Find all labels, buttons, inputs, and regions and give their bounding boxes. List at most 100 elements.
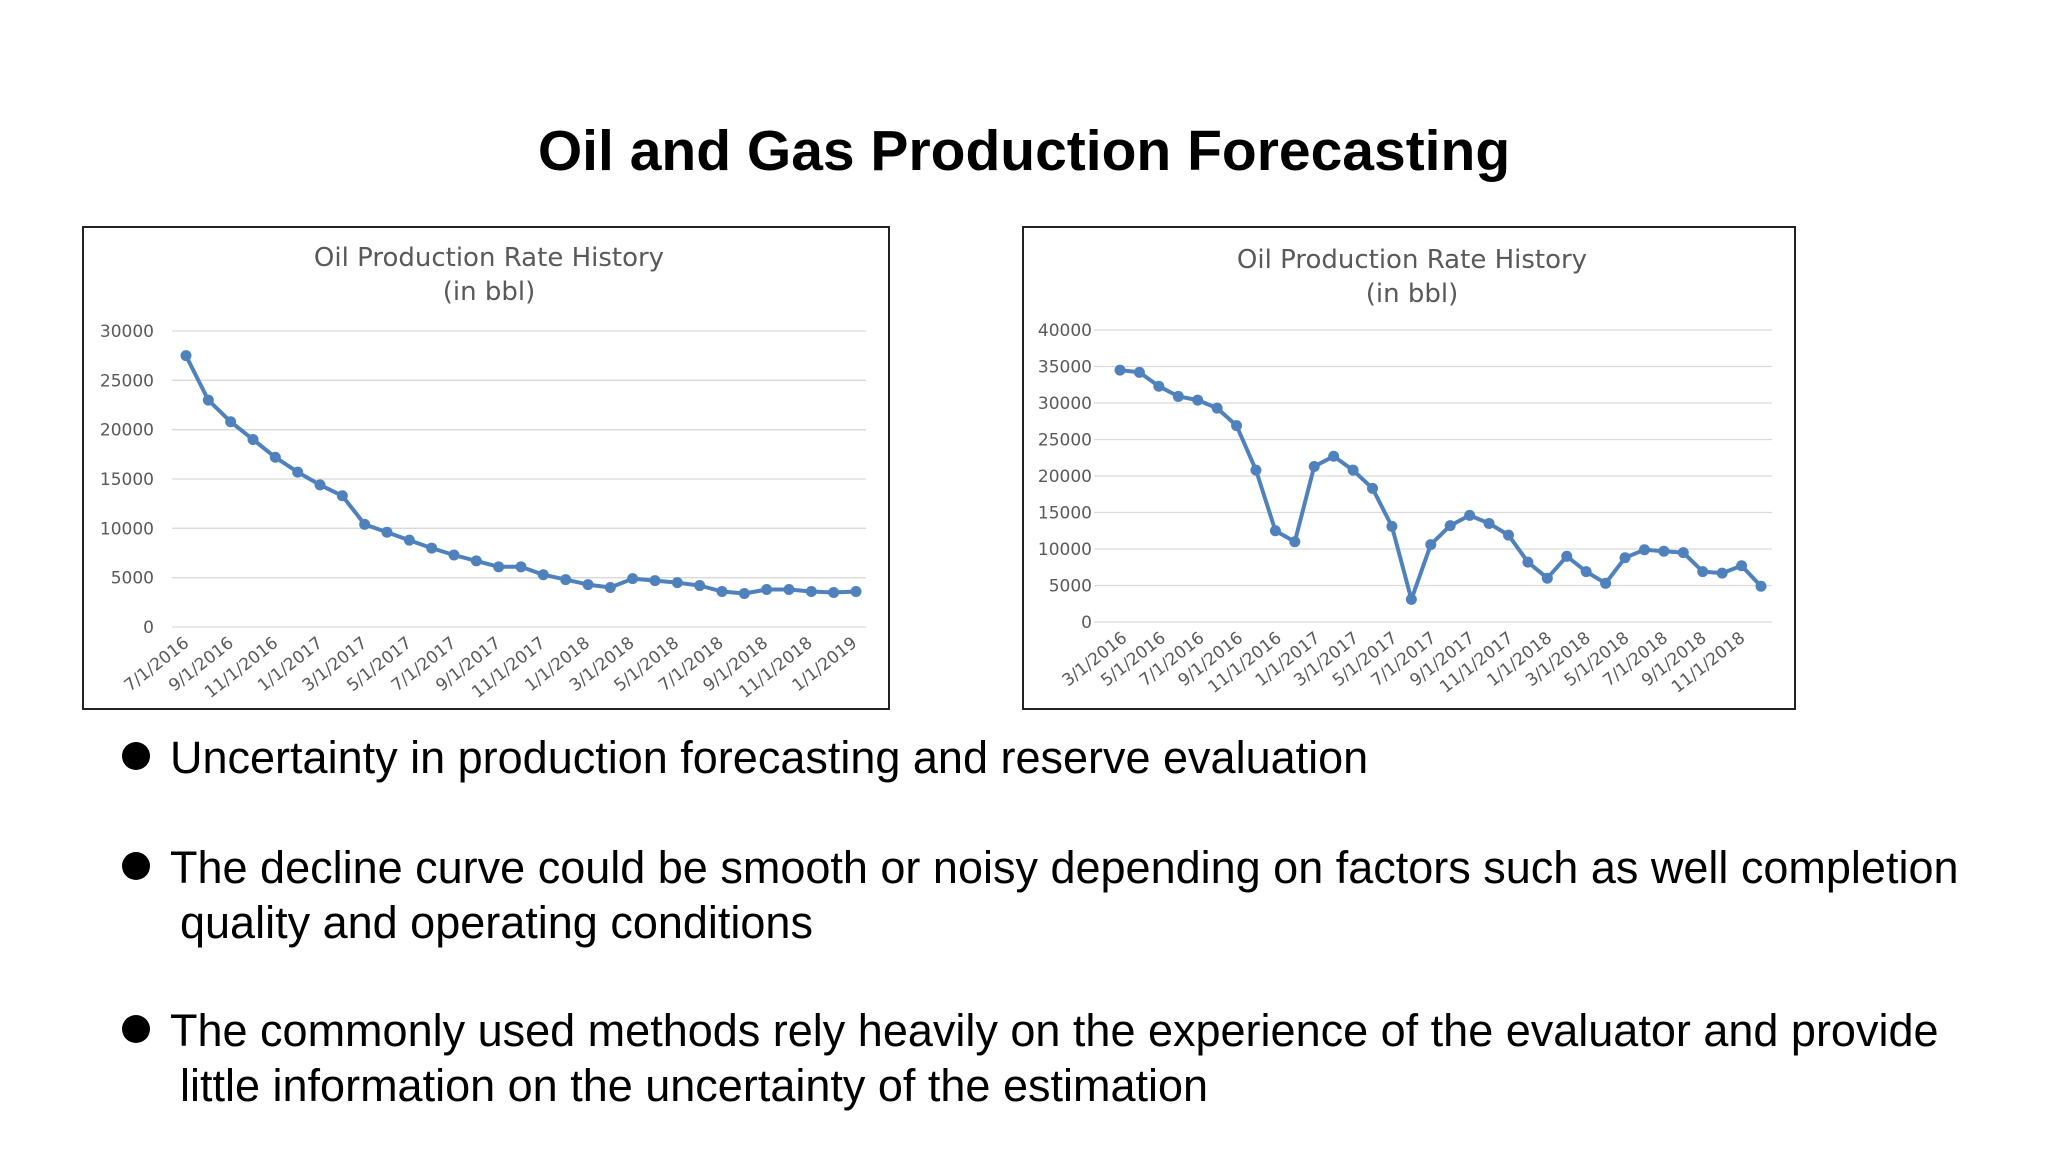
chart-right-data-point xyxy=(1580,566,1592,578)
slide-title: Oil and Gas Production Forecasting xyxy=(537,119,1511,183)
chart-left-svg: Oil Production Rate History (in bbl) 0 5000… xyxy=(100,243,866,703)
chart-right-data-point xyxy=(1522,556,1534,568)
bullet-text: Uncertainty in production forecasting an… xyxy=(118,730,2048,785)
chart-right-data-point xyxy=(1658,545,1670,557)
chart-right-data-point xyxy=(1133,366,1145,378)
bullet-text: The decline curve could be smooth or noi… xyxy=(118,840,2048,950)
chart-right-data-point xyxy=(1638,544,1650,556)
chart-left-series-line xyxy=(184,354,857,596)
chart-right-y-tick-label: 25000 xyxy=(1038,431,1092,451)
chart-left-data-point xyxy=(225,416,237,428)
chart-left-y-tick-label: 10000 xyxy=(100,519,154,539)
chart-left-data-point xyxy=(738,587,750,599)
chart-right-data-point xyxy=(1502,529,1514,541)
chart-left-data-point xyxy=(426,542,438,554)
chart-left-data-point xyxy=(850,585,862,597)
chart-right: Oil Production Rate History (in bbl) 0 5000… xyxy=(1022,226,1796,710)
chart-left-data-point xyxy=(314,479,326,491)
chart-left-y-tick-label: 30000 xyxy=(100,322,154,342)
chart-right-title: Oil Production Rate History xyxy=(1237,245,1587,275)
chart-right-data-point xyxy=(1231,420,1243,432)
chart-right-series-line xyxy=(1119,368,1763,602)
chart-right-y-tick-label: 0 xyxy=(1081,613,1092,633)
chart-right-data-point xyxy=(1425,539,1437,551)
chart-right-y-tick-label: 20000 xyxy=(1038,467,1092,487)
chart-right-y-tick-label: 15000 xyxy=(1038,504,1092,524)
chart-left: Oil Production Rate History (in bbl) 0 5000… xyxy=(82,226,890,710)
chart-right-data-point xyxy=(1114,364,1126,376)
chart-right-data-point xyxy=(1250,464,1262,476)
chart-right-data-point xyxy=(1677,547,1689,559)
bullet-line: The decline curve could be smooth or noi… xyxy=(170,842,1959,893)
chart-right-data-point xyxy=(1464,509,1476,521)
chart-right-data-point xyxy=(1755,580,1767,592)
chart-left-data-point xyxy=(828,586,840,598)
chart-right-data-point xyxy=(1561,550,1573,562)
chart-left-title: Oil Production Rate History xyxy=(314,243,664,273)
chart-left-subtitle: (in bbl) xyxy=(443,277,536,307)
chart-left-data-point xyxy=(649,575,661,587)
chart-right-data-point xyxy=(1172,390,1184,402)
chart-right-data-point xyxy=(1308,461,1320,473)
chart-left-data-point xyxy=(694,580,706,592)
chart-right-data-point xyxy=(1444,520,1456,532)
chart-left-data-point xyxy=(805,585,817,597)
chart-right-data-point xyxy=(1367,482,1379,494)
chart-left-data-point xyxy=(627,573,639,585)
chart-left-y-tick-label: 20000 xyxy=(100,421,154,441)
chart-right-data-point xyxy=(1619,552,1631,564)
chart-left-data-point xyxy=(247,434,259,446)
bullet-text: The commonly used methods rely heavily o… xyxy=(118,1003,2048,1113)
bullet-dot-icon xyxy=(122,852,150,880)
chart-left-data-point xyxy=(336,490,348,502)
chart-left-y-tick-label: 15000 xyxy=(100,470,154,490)
chart-right-data-point xyxy=(1386,520,1398,532)
chart-right-svg: Oil Production Rate History (in bbl) 0 5000… xyxy=(1038,245,1772,698)
chart-right-data-point xyxy=(1269,525,1281,537)
chart-left-data-point xyxy=(493,561,505,573)
bullet-line-continued: little information on the uncertainty of… xyxy=(180,1060,1209,1111)
chart-left-data-point xyxy=(381,526,393,538)
chart-right-data-point xyxy=(1600,577,1612,589)
bullet-item: Uncertainty in production forecasting an… xyxy=(118,730,2048,785)
chart-left-data-point xyxy=(761,584,773,596)
bullet-item: The decline curve could be smooth or noi… xyxy=(118,840,2048,950)
bullet-line-continued: quality and operating conditions xyxy=(180,897,813,948)
chart-left-data-point xyxy=(515,561,527,573)
chart-right-data-point xyxy=(1289,536,1301,548)
chart-right-y-tick-label: 40000 xyxy=(1038,321,1092,341)
bullet-item: The commonly used methods rely heavily o… xyxy=(118,1003,2048,1113)
chart-left-data-point xyxy=(180,350,192,362)
bullet-dot-icon xyxy=(122,742,150,770)
chart-left-data-point xyxy=(671,577,683,589)
chart-right-data-point xyxy=(1736,560,1748,572)
chart-left-data-point xyxy=(470,555,482,567)
chart-left-data-point xyxy=(292,466,304,478)
chart-right-y-tick-label: 30000 xyxy=(1038,394,1092,414)
chart-right-data-point xyxy=(1541,572,1553,584)
chart-left-data-point xyxy=(783,584,795,596)
chart-left-data-point xyxy=(560,574,572,586)
chart-left-data-point xyxy=(716,585,728,597)
chart-left-data-point xyxy=(359,518,371,530)
chart-right-data-point xyxy=(1192,394,1204,406)
chart-left-y-tick-label: 0 xyxy=(143,618,154,638)
chart-right-y-tick-label: 5000 xyxy=(1049,577,1092,597)
bullet-dot-icon xyxy=(122,1015,150,1043)
bullet-line: Uncertainty in production forecasting an… xyxy=(170,732,1369,783)
chart-right-data-point xyxy=(1716,567,1728,579)
chart-right-subtitle: (in bbl) xyxy=(1366,279,1459,309)
chart-left-y-tick-label: 25000 xyxy=(100,371,154,391)
chart-left-data-point xyxy=(537,569,549,581)
chart-left-y-tick-label: 5000 xyxy=(111,569,154,589)
chart-right-data-point xyxy=(1405,593,1417,605)
chart-left-data-point xyxy=(403,534,415,546)
chart-left-data-point xyxy=(202,394,214,406)
chart-right-data-point xyxy=(1483,517,1495,529)
chart-right-data-point xyxy=(1697,566,1709,578)
chart-left-data-point xyxy=(269,451,281,463)
chart-right-data-point xyxy=(1328,450,1340,462)
chart-left-data-point xyxy=(582,579,594,591)
chart-right-y-tick-label: 35000 xyxy=(1038,358,1092,378)
chart-right-y-tick-label: 10000 xyxy=(1038,540,1092,560)
